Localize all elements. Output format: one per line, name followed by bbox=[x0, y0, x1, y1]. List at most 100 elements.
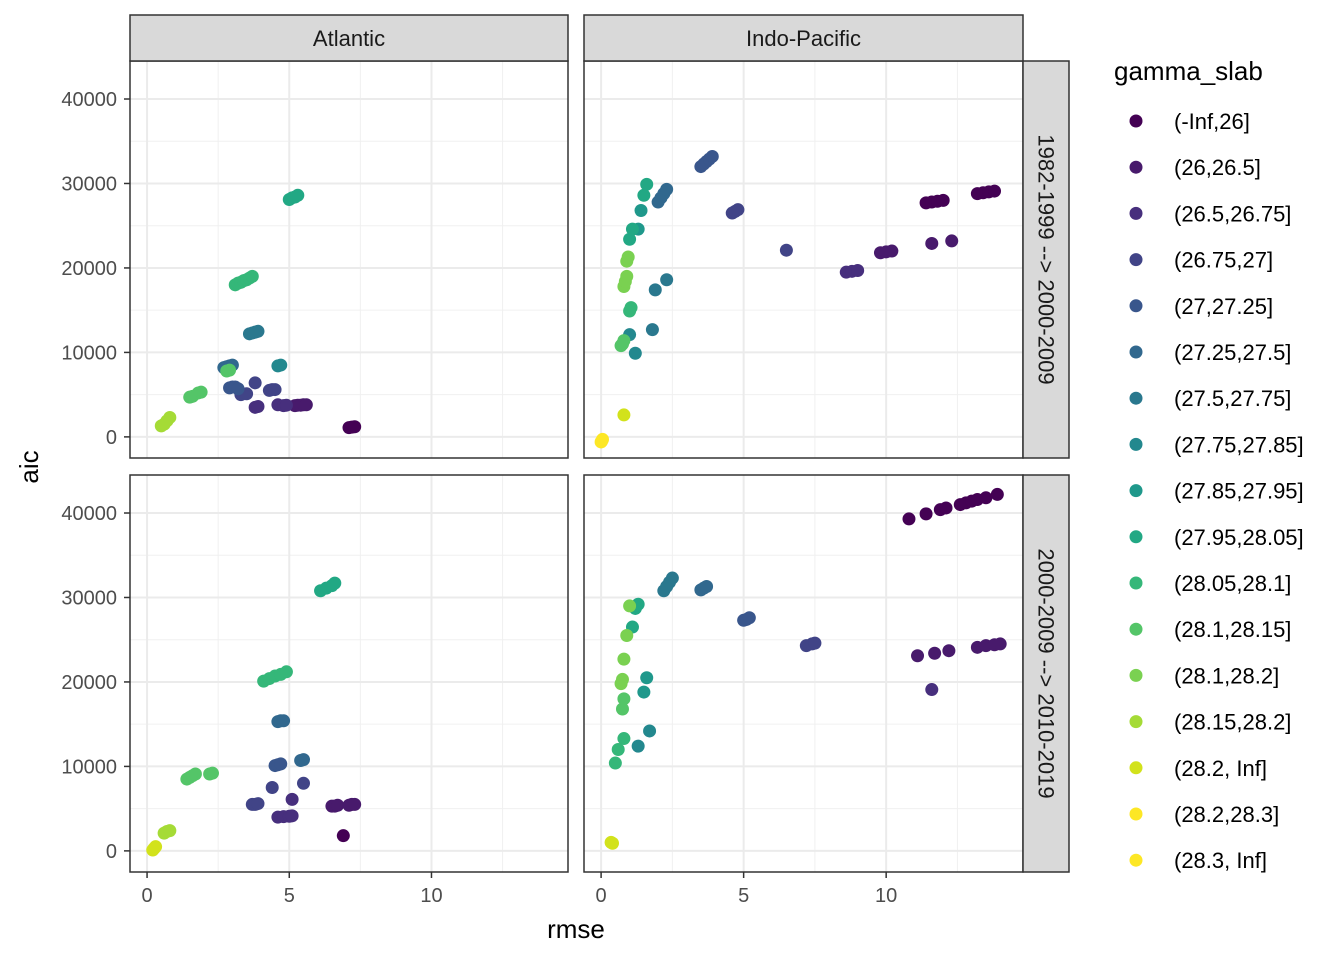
data-point bbox=[742, 611, 756, 625]
x-axis-title: rmse bbox=[547, 914, 605, 944]
y-tick-label: 20000 bbox=[61, 672, 117, 694]
x-tick-label: 10 bbox=[875, 885, 897, 907]
data-point bbox=[936, 193, 950, 207]
data-point bbox=[348, 797, 362, 811]
data-point bbox=[149, 840, 163, 854]
legend-label: (28.2,28.3] bbox=[1174, 802, 1279, 827]
data-point bbox=[700, 579, 714, 593]
facet-row-label: 1982-1999 --> 2000-2009 bbox=[1034, 134, 1059, 384]
panel-points-1-0 bbox=[594, 149, 1001, 449]
panel-border bbox=[129, 474, 569, 873]
panel-0-1 bbox=[130, 475, 568, 872]
data-point bbox=[640, 177, 654, 191]
data-point bbox=[625, 222, 639, 236]
data-point bbox=[919, 507, 933, 521]
data-point bbox=[634, 204, 648, 218]
data-point bbox=[731, 203, 745, 217]
facet-strip-col bbox=[129, 14, 569, 62]
data-point bbox=[623, 599, 637, 613]
legend-label: (28.1,28.15] bbox=[1174, 617, 1291, 642]
data-point bbox=[620, 269, 634, 283]
legend-label: (27.75,27.85] bbox=[1174, 432, 1304, 457]
legend: gamma_slab (-Inf,26] (26,26.5] (26.5,26.75… bbox=[1114, 56, 1304, 873]
data-point bbox=[624, 301, 638, 315]
legend-key bbox=[1129, 391, 1143, 405]
data-point bbox=[608, 756, 622, 770]
facet-strip-col bbox=[583, 14, 1024, 62]
legend-key bbox=[1129, 761, 1143, 775]
data-point bbox=[299, 398, 313, 412]
data-point bbox=[615, 337, 629, 351]
data-point bbox=[851, 263, 865, 277]
data-point bbox=[205, 766, 219, 780]
data-point bbox=[188, 767, 202, 781]
data-point bbox=[274, 358, 288, 372]
legend-key bbox=[1129, 299, 1143, 313]
data-point bbox=[631, 739, 645, 753]
y-tick-label: 20000 bbox=[61, 258, 117, 280]
data-point bbox=[617, 692, 631, 706]
data-point bbox=[939, 501, 953, 515]
x-tick-label: 5 bbox=[284, 885, 295, 907]
panel-1-0 bbox=[584, 61, 1023, 458]
data-point bbox=[617, 652, 631, 666]
y-tick-label: 0 bbox=[106, 841, 117, 863]
data-point bbox=[925, 683, 939, 697]
data-point bbox=[251, 399, 265, 413]
data-point bbox=[617, 408, 631, 422]
data-point bbox=[665, 571, 679, 585]
y-tick-label: 10000 bbox=[61, 342, 117, 364]
legend-key bbox=[1129, 853, 1143, 867]
x-tick-label: 10 bbox=[420, 885, 442, 907]
legend-title: gamma_slab bbox=[1114, 56, 1263, 86]
data-point bbox=[620, 628, 634, 642]
data-point bbox=[336, 829, 350, 843]
legend-key bbox=[1129, 715, 1143, 729]
data-point bbox=[660, 273, 674, 287]
data-point bbox=[348, 420, 362, 434]
legend-label: (28.05,28.1] bbox=[1174, 571, 1291, 596]
data-point bbox=[595, 434, 609, 448]
facet-col-label: Indo-Pacific bbox=[746, 26, 861, 51]
data-point bbox=[993, 637, 1007, 651]
legend-key bbox=[1129, 253, 1143, 267]
data-point bbox=[279, 398, 293, 412]
y-tick-label: 30000 bbox=[61, 173, 117, 195]
data-point bbox=[925, 236, 939, 250]
y-tick-label: 30000 bbox=[61, 587, 117, 609]
data-point bbox=[808, 636, 822, 650]
data-point bbox=[611, 743, 625, 757]
data-point bbox=[615, 672, 629, 686]
data-point bbox=[979, 491, 993, 505]
panel-background bbox=[584, 475, 1023, 872]
data-point bbox=[645, 323, 659, 337]
x-tick-label: 0 bbox=[596, 885, 607, 907]
legend-key bbox=[1129, 114, 1143, 128]
x-tick-label: 5 bbox=[738, 885, 749, 907]
legend-key bbox=[1129, 160, 1143, 174]
x-tick-label: 0 bbox=[142, 885, 153, 907]
data-point bbox=[285, 792, 299, 806]
legend-label: (27.85,27.95] bbox=[1174, 479, 1304, 504]
legend-label: (28.2, Inf] bbox=[1174, 756, 1267, 781]
data-point bbox=[705, 149, 719, 163]
data-point bbox=[911, 649, 925, 663]
legend-label: (26.75,27] bbox=[1174, 248, 1273, 273]
data-point bbox=[245, 269, 259, 283]
data-point bbox=[163, 824, 177, 838]
data-point bbox=[628, 346, 642, 360]
data-point bbox=[265, 781, 279, 795]
facet-row-label: 2000-2009 --> 2010-2019 bbox=[1034, 548, 1059, 798]
data-point bbox=[248, 376, 262, 390]
data-point bbox=[163, 410, 177, 424]
data-point bbox=[640, 671, 654, 685]
data-point bbox=[274, 757, 288, 771]
y-axis-title: aic bbox=[14, 450, 44, 483]
data-point bbox=[328, 576, 342, 590]
legend-label: (28.15,28.2] bbox=[1174, 710, 1291, 735]
data-point bbox=[277, 714, 291, 728]
axes-layer: 0 10000 20000 30000 40000 0 10000 20000 30000 400… bbox=[61, 89, 897, 907]
data-point bbox=[637, 685, 651, 699]
legend-label: (27,27.25] bbox=[1174, 294, 1273, 319]
